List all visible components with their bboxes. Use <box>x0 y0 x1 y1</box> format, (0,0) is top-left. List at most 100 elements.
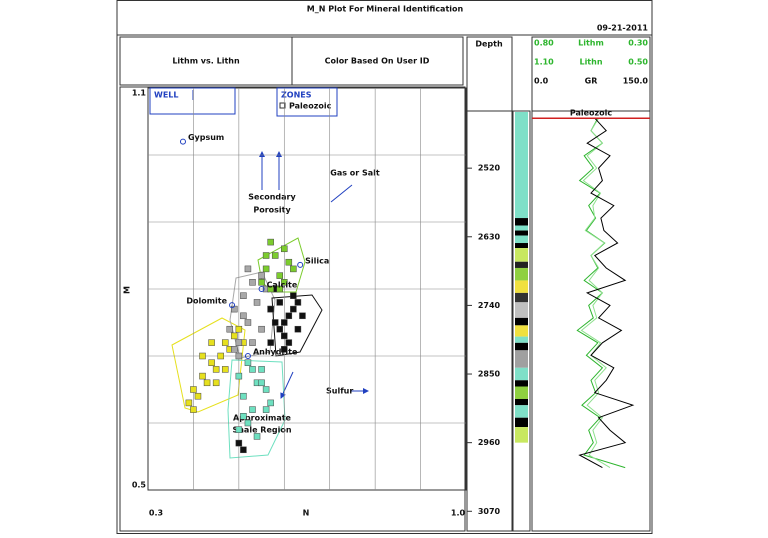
depth-label: 3070 <box>478 507 501 516</box>
point <box>249 406 256 413</box>
main-frame <box>116 0 653 534</box>
log-curve <box>580 117 611 469</box>
point <box>217 352 224 360</box>
point <box>249 339 256 346</box>
legend-title: ZONES <box>281 91 312 100</box>
point <box>244 319 252 326</box>
depth-title: Depth <box>475 40 503 49</box>
legend-entry: Paleozoic <box>289 102 332 111</box>
y-axis-label: M <box>123 286 132 294</box>
point <box>212 366 220 373</box>
litho-interval <box>515 350 528 368</box>
log-curve <box>576 117 626 469</box>
point <box>258 279 265 286</box>
point <box>285 312 293 320</box>
litho-interval <box>515 367 528 381</box>
litho-interval <box>515 218 528 226</box>
annotation: Shale Region <box>232 426 291 435</box>
point <box>299 312 306 320</box>
x-tick-label: 1.0 <box>451 509 466 518</box>
litho-interval <box>515 427 528 443</box>
point <box>262 252 270 259</box>
point <box>221 366 229 373</box>
litho-interval <box>515 405 528 418</box>
point <box>253 433 261 440</box>
point <box>281 346 288 353</box>
log-header <box>531 36 651 112</box>
point <box>281 332 288 340</box>
litho-interval <box>515 417 528 428</box>
litho-interval <box>515 336 528 343</box>
point <box>240 413 247 420</box>
litho-interval <box>515 302 528 318</box>
litho-interval <box>515 225 528 231</box>
envelope <box>227 359 286 459</box>
point <box>271 252 279 259</box>
log-track <box>531 110 651 532</box>
litho-interval <box>515 112 528 219</box>
zone-label: Paleozoic <box>570 109 613 118</box>
point <box>190 386 197 393</box>
point <box>221 339 229 346</box>
litho-interval <box>515 317 528 326</box>
scale-right: 0.30 <box>628 39 648 48</box>
curve-name: Lithn <box>579 58 602 67</box>
legend-swatch <box>279 102 286 109</box>
annotation: Approximate <box>233 414 292 423</box>
litho-interval <box>515 380 528 387</box>
curve-name: Lithm <box>578 39 604 48</box>
depth-label: 2520 <box>478 164 501 173</box>
scale-left: 0.80 <box>534 39 554 48</box>
well-box <box>149 87 236 115</box>
point <box>185 399 193 407</box>
point <box>294 325 302 333</box>
point <box>231 332 238 340</box>
point <box>208 339 215 346</box>
point <box>190 406 197 413</box>
point <box>194 392 202 400</box>
arrow <box>280 371 294 399</box>
litho-interval <box>515 386 528 399</box>
x-tick-label: 0.3 <box>149 509 163 518</box>
point <box>244 265 252 273</box>
envelope <box>271 294 323 357</box>
annotation: Gas or Salt <box>330 169 380 178</box>
point <box>281 319 288 326</box>
point <box>249 279 256 286</box>
annotation: Porosity <box>253 206 291 215</box>
point <box>231 346 238 353</box>
mineral-point <box>258 286 265 292</box>
point <box>226 325 234 333</box>
annotation: Sulfur <box>326 387 353 396</box>
mineral-label: Gypsum <box>188 133 224 142</box>
scale-left: 1.10 <box>534 58 554 67</box>
point <box>253 299 261 306</box>
depth-label: 2960 <box>478 438 501 447</box>
point <box>240 392 247 400</box>
y-tick-label: 0.5 <box>132 481 147 490</box>
x-axis-label: N <box>303 509 310 518</box>
point <box>199 352 206 360</box>
date: 09-21-2011 <box>597 24 649 33</box>
arrow <box>330 184 353 203</box>
log-curve <box>578 117 635 469</box>
mineral-label: Calcite <box>267 281 298 290</box>
panel-title: Lithm vs. Lithn <box>172 57 240 66</box>
point <box>235 339 243 346</box>
mineral-label: Dolomite <box>186 297 227 306</box>
point <box>290 305 297 313</box>
y-tick-label: 1.1 <box>132 89 147 98</box>
point <box>290 292 297 299</box>
point <box>276 299 283 306</box>
point <box>235 372 243 380</box>
mineral-label: Anhydrite <box>253 348 298 357</box>
point <box>240 292 247 299</box>
point <box>235 352 243 360</box>
point <box>267 339 274 346</box>
point <box>267 238 274 246</box>
mineral-point <box>297 261 304 268</box>
point <box>240 446 247 454</box>
mineral-point <box>229 302 236 309</box>
